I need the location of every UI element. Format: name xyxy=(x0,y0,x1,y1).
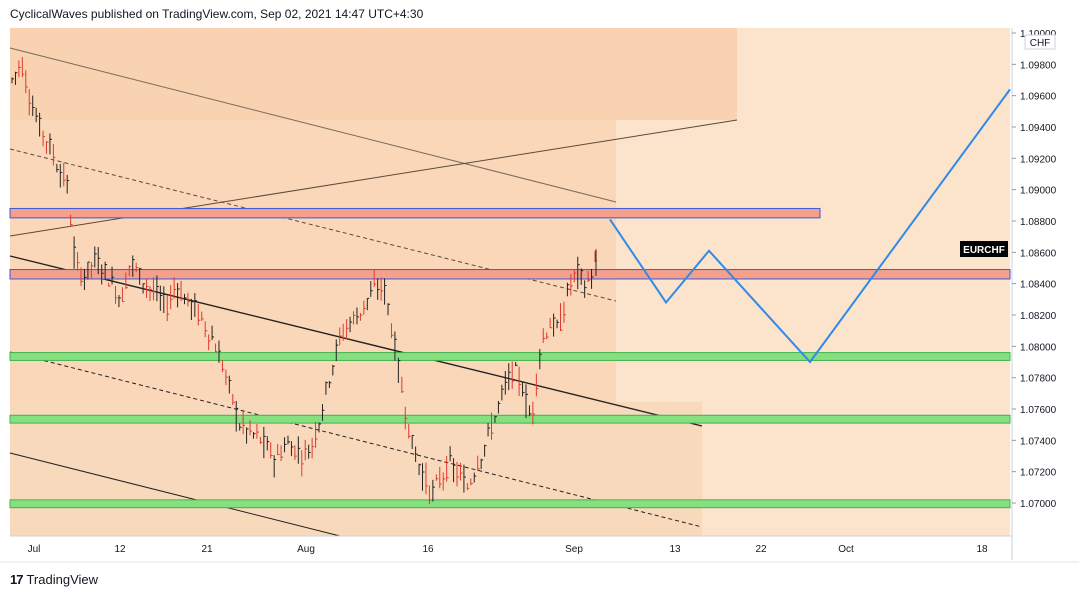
x-tick-label: 22 xyxy=(755,544,767,555)
symbol-tag-label: EURCHF xyxy=(963,245,1005,256)
shade-zone-lower xyxy=(10,402,702,536)
y-tick-label: 1.09000 xyxy=(1020,186,1057,197)
time-axis: Jul 12 21 Aug 16 Sep 13 22 Oct 18 xyxy=(28,544,988,555)
x-tick-label: 13 xyxy=(669,544,681,555)
x-tick-label: 21 xyxy=(201,544,213,555)
resistance-zone xyxy=(9,269,1011,280)
x-tick-label: 12 xyxy=(114,544,126,555)
y-tick-label: 1.09200 xyxy=(1020,154,1057,165)
y-tick-label: 1.08800 xyxy=(1020,217,1057,228)
y-tick-label: 1.07800 xyxy=(1020,374,1057,385)
currency-badge xyxy=(1024,34,1056,50)
shade-zone-upper xyxy=(10,28,737,120)
y-tick-label: 1.07200 xyxy=(1020,468,1057,479)
currency-label: CHF xyxy=(1030,38,1051,49)
projection-path xyxy=(609,88,1011,364)
trendline-upper-down xyxy=(9,47,617,203)
candles xyxy=(11,57,597,505)
x-tick-label: Oct xyxy=(838,544,854,555)
support-zone xyxy=(9,352,1011,361)
price-zones xyxy=(9,207,1011,509)
publish-header: CyclicalWaves published on TradingView.c… xyxy=(10,7,424,21)
y-tick-label: 1.08200 xyxy=(1020,311,1057,322)
y-tick-label: 1.07600 xyxy=(1020,405,1057,416)
tradingview-logo-icon: 17 xyxy=(10,572,24,587)
x-tick-label: Aug xyxy=(297,544,315,555)
support-zone xyxy=(9,499,1011,509)
y-tick-label: 1.08000 xyxy=(1020,342,1057,353)
y-tick-label: 1.08600 xyxy=(1020,248,1057,259)
x-tick-label: 18 xyxy=(976,544,988,555)
channel-mid-line xyxy=(9,255,703,427)
y-tick-label: 1.08400 xyxy=(1020,280,1057,291)
symbol-tag xyxy=(960,241,1008,257)
y-tick-label: 1.09400 xyxy=(1020,123,1057,134)
channel-bottom-line xyxy=(9,452,341,537)
resistance-zone xyxy=(9,207,821,219)
x-tick-label: 16 xyxy=(422,544,434,555)
x-tick-label: Jul xyxy=(28,544,41,555)
footer: 17 TradingView xyxy=(10,572,98,587)
price-axis: 1.100001.098001.096001.094001.092001.090… xyxy=(1012,29,1057,510)
y-tick-label: 1.07400 xyxy=(1020,436,1057,447)
y-tick-label: 1.09800 xyxy=(1020,60,1057,71)
y-tick-label: 1.09600 xyxy=(1020,92,1057,103)
x-tick-label: Sep xyxy=(565,544,583,555)
y-tick-label: 1.07000 xyxy=(1020,499,1057,510)
brand-name: TradingView xyxy=(26,572,99,587)
support-zone xyxy=(9,414,1011,424)
